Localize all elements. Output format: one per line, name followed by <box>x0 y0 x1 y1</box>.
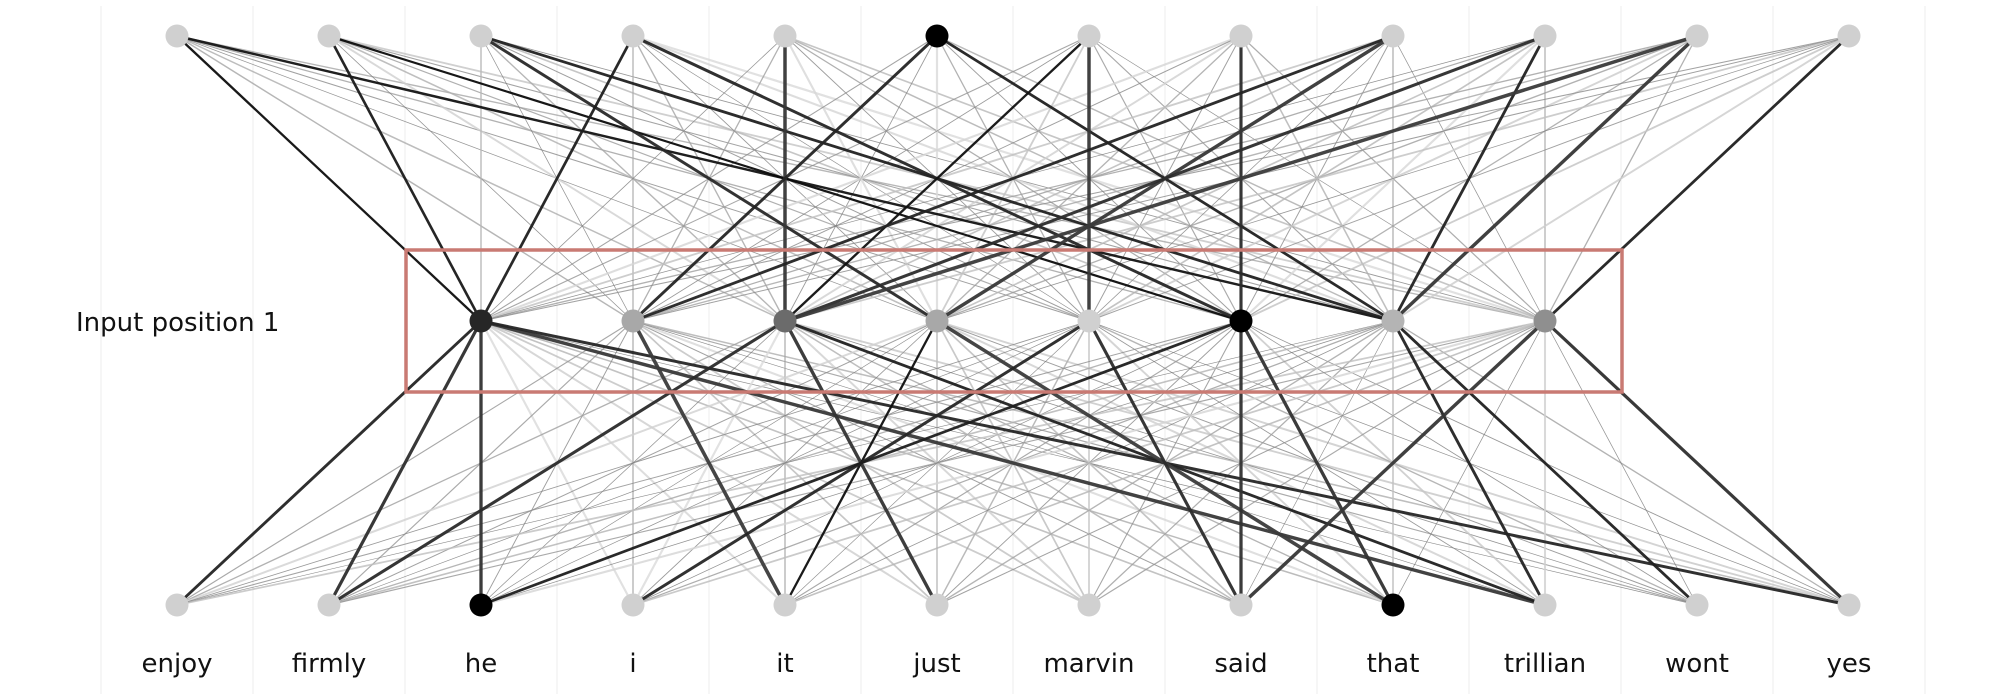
edge-middle-to-bottom <box>480 319 1242 607</box>
node-layers <box>165 24 1861 617</box>
edge-middle-to-bottom <box>631 320 787 606</box>
word-label-said: said <box>1214 649 1267 679</box>
edge-top-to-middle <box>1391 35 1547 322</box>
node-top-trillian <box>1533 24 1557 48</box>
edge-top-to-middle <box>1392 35 1850 322</box>
node-bottom-yes <box>1837 593 1861 617</box>
edge-top-to-middle <box>480 34 938 323</box>
node-bottom-enjoy <box>165 593 189 617</box>
layer-middle <box>469 309 1557 333</box>
node-top-yes <box>1837 24 1861 48</box>
edge-middle-to-bottom <box>328 319 786 607</box>
edge-middle-to-bottom <box>176 320 1090 606</box>
node-middle-marvin <box>1077 309 1101 333</box>
edge-middle-to-bottom <box>327 320 483 606</box>
edge-top-to-middle <box>327 35 483 322</box>
word-label-that: that <box>1367 649 1420 679</box>
node-middle-trillian <box>1533 309 1557 333</box>
layer-bottom <box>165 593 1861 617</box>
node-bottom-marvin <box>1077 593 1101 617</box>
word-label-it: it <box>776 649 793 679</box>
edge-middle-to-bottom <box>176 319 482 607</box>
edge-top-to-middle <box>480 35 1242 322</box>
node-bottom-firmly <box>317 593 341 617</box>
node-top-that <box>1381 24 1405 48</box>
word-label-marvin: marvin <box>1043 649 1134 679</box>
edge-middle-to-bottom <box>176 320 1394 606</box>
node-top-wont <box>1685 24 1709 48</box>
node-middle-said <box>1229 309 1253 333</box>
node-middle-i <box>621 309 645 333</box>
edge-top-to-middle <box>784 34 1698 323</box>
word-label-yes: yes <box>1827 649 1872 679</box>
edge-top-to-middle <box>176 35 482 322</box>
node-top-just <box>925 24 949 48</box>
edge-middle-to-bottom <box>1543 319 1851 607</box>
node-bottom-that <box>1381 593 1405 617</box>
node-middle-that <box>1381 309 1405 333</box>
node-top-it <box>773 24 797 48</box>
edge-top-to-middle <box>1544 34 1850 323</box>
word-label-just: just <box>912 649 960 679</box>
node-middle-he <box>469 309 493 333</box>
node-bottom-it <box>773 593 797 617</box>
node-top-marvin <box>1077 24 1101 48</box>
edge-middle-to-bottom <box>1391 320 1547 606</box>
edge-middle-to-bottom <box>1544 320 1698 606</box>
edge-middle-to-bottom <box>632 320 1546 606</box>
word-label-enjoy: enjoy <box>142 649 213 679</box>
edge-middle-to-bottom <box>1239 319 1547 607</box>
edge-middle-to-bottom <box>1239 320 1395 606</box>
node-bottom-wont <box>1685 593 1709 617</box>
edge-top-to-middle <box>631 34 939 323</box>
edge-middle-to-bottom <box>1392 319 1698 607</box>
node-middle-it <box>773 309 797 333</box>
node-top-enjoy <box>165 24 189 48</box>
edge-top-to-middle <box>632 34 1394 323</box>
edge-top-to-middle <box>784 34 1546 323</box>
layer-top <box>165 24 1861 48</box>
word-label-he: he <box>465 649 497 679</box>
node-bottom-just <box>925 593 949 617</box>
edge-top-to-middle <box>1391 34 1699 323</box>
word-label-i: i <box>629 649 636 679</box>
node-bottom-he <box>469 593 493 617</box>
row-label: Input position 1 <box>76 308 279 338</box>
edge-top-to-middle <box>784 35 1090 322</box>
edge-top-to-middle <box>479 35 635 322</box>
word-label-wont: wont <box>1665 649 1729 679</box>
node-middle-just <box>925 309 949 333</box>
word-labels: enjoy firmly he i it just marvin said that trilli… <box>142 649 1872 679</box>
input-position-highlight-box <box>404 248 1624 394</box>
word-label-firmly: firmly <box>292 649 367 679</box>
edge-middle-to-bottom <box>328 320 1546 606</box>
node-top-firmly <box>317 24 341 48</box>
node-bottom-trillian <box>1533 593 1557 617</box>
node-top-i <box>621 24 645 48</box>
node-bottom-i <box>621 593 645 617</box>
edge-top-to-middle <box>784 35 1850 322</box>
node-bottom-said <box>1229 593 1253 617</box>
node-top-said <box>1229 24 1253 48</box>
node-top-he <box>469 24 493 48</box>
connection-lines <box>176 34 1851 607</box>
word-label-trillian: trillian <box>1504 649 1586 679</box>
